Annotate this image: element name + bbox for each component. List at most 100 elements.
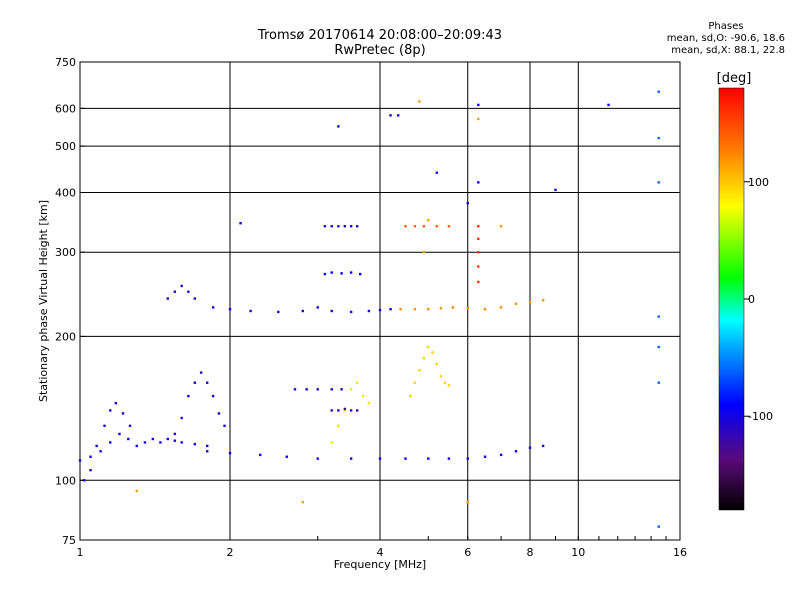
data-point — [109, 409, 112, 412]
data-point — [151, 437, 155, 441]
data-point — [483, 455, 487, 458]
data-point — [330, 441, 333, 444]
data-point — [349, 457, 353, 460]
data-point — [166, 297, 169, 300]
data-point — [239, 222, 242, 225]
data-point — [657, 181, 660, 184]
data-point — [477, 237, 480, 241]
data-point — [78, 459, 82, 462]
data-point — [180, 284, 183, 288]
data-point — [173, 439, 177, 442]
x-tick-label: 10 — [571, 546, 585, 559]
axis-ticks: 1 2 4 6 8 10 16 75 100 200 300 400 500 600 750 — [55, 56, 687, 559]
data-point — [301, 309, 305, 313]
data-point — [316, 306, 319, 309]
data-point — [409, 394, 412, 398]
data-point — [118, 432, 121, 436]
data-point — [205, 381, 209, 384]
y-tick-label: 200 — [55, 330, 76, 343]
data-point — [340, 272, 343, 275]
chart-subtitle: RwPretec (8p) — [334, 43, 426, 58]
data-point — [435, 171, 438, 174]
data-point — [399, 307, 402, 311]
data-point — [435, 362, 438, 366]
data-point — [447, 225, 451, 228]
data-point — [607, 103, 610, 107]
data-point — [293, 388, 297, 391]
data-point — [193, 297, 197, 300]
data-point — [528, 446, 532, 449]
data-point — [443, 381, 447, 384]
data-point — [439, 375, 443, 378]
data-point — [103, 424, 106, 428]
data-point — [378, 457, 382, 460]
data-point — [349, 409, 353, 412]
data-point — [128, 424, 132, 428]
data-point — [89, 455, 92, 458]
data-point — [337, 409, 340, 412]
data-point — [483, 307, 487, 311]
data-point — [316, 457, 319, 460]
data-point — [349, 310, 353, 314]
data-point — [159, 441, 162, 444]
data-point — [657, 525, 660, 528]
data-point — [477, 103, 480, 107]
phases-o-line: mean, sd,O: -90.6, 18.6 — [666, 33, 785, 44]
data-point — [193, 381, 197, 384]
data-points — [78, 90, 660, 528]
data-point — [427, 307, 430, 311]
data-point — [89, 468, 92, 472]
data-point — [422, 251, 426, 254]
data-point — [355, 381, 359, 384]
data-point — [427, 345, 430, 349]
data-point — [422, 225, 426, 228]
data-point — [323, 225, 327, 228]
data-point — [466, 457, 469, 460]
data-point — [447, 384, 451, 387]
data-point — [330, 388, 333, 391]
data-point — [477, 225, 480, 228]
data-point — [477, 251, 480, 254]
data-point — [223, 424, 226, 428]
data-point — [435, 225, 438, 228]
data-point — [477, 280, 480, 284]
data-point — [330, 309, 333, 313]
y-tick-label: 75 — [62, 534, 76, 547]
y-tick-label: 400 — [55, 186, 76, 199]
data-point — [330, 225, 333, 228]
data-point — [554, 188, 557, 192]
data-point — [135, 444, 138, 448]
data-point — [439, 307, 443, 310]
colorbar — [719, 88, 744, 510]
data-point — [205, 450, 209, 453]
data-point — [166, 437, 169, 441]
data-point — [127, 437, 130, 441]
colorbar-tick-label: -100 — [748, 410, 773, 423]
data-point — [396, 114, 400, 117]
data-point — [83, 479, 86, 482]
x-tick-label: 4 — [377, 546, 384, 559]
data-point — [466, 500, 469, 504]
data-point — [143, 441, 147, 444]
data-point — [217, 412, 221, 415]
data-point — [211, 394, 215, 398]
data-point — [477, 181, 480, 184]
x-tick-label: 1 — [77, 546, 84, 559]
data-point — [173, 432, 177, 436]
data-point — [404, 457, 407, 460]
data-point — [349, 225, 353, 228]
data-point — [349, 271, 353, 274]
y-tick-label: 600 — [55, 102, 76, 115]
data-point — [228, 307, 232, 311]
data-point — [418, 100, 421, 103]
data-point — [657, 90, 660, 93]
data-point — [301, 500, 305, 504]
data-point — [427, 219, 430, 222]
colorbar-tick-label: 0 — [748, 293, 755, 306]
data-point — [404, 225, 407, 228]
data-point — [389, 307, 392, 311]
y-axis-label: Stationary phase Virtual Height [km] — [37, 200, 50, 402]
x-axis-label: Frequency [MHz] — [334, 558, 426, 571]
data-point — [367, 401, 371, 405]
chart-title: Tromsø 20170614 20:08:00–20:09:43 — [257, 28, 503, 43]
